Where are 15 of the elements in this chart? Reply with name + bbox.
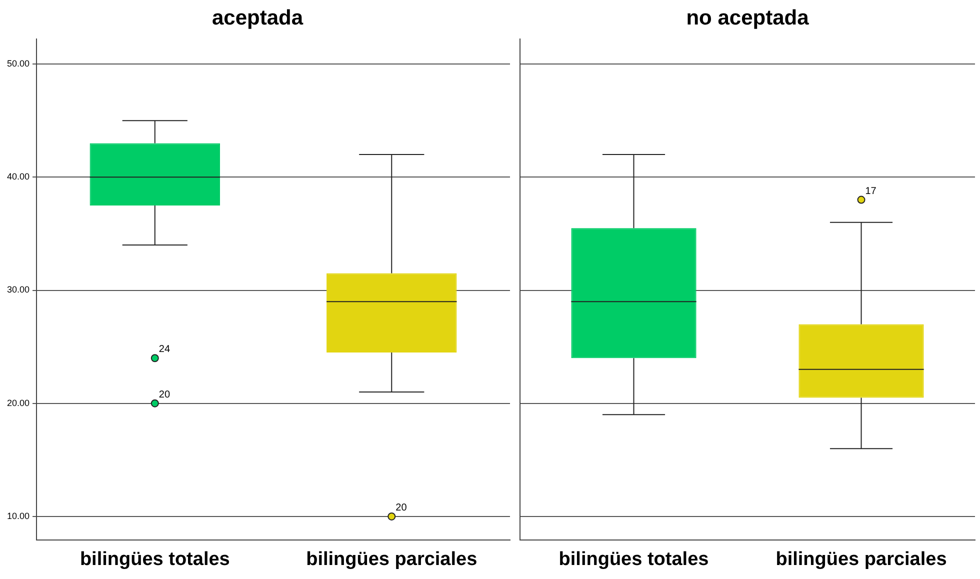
x-tick-label: bilingües totales	[558, 548, 709, 570]
annotation: 24	[158, 344, 170, 356]
x-tick-label: bilingües parciales	[776, 548, 947, 570]
y-tick-label: 40.00	[6, 172, 30, 182]
annotation: 20	[158, 389, 170, 400]
y-tick-label: 30.00	[6, 284, 30, 295]
chart-title: no aceptada	[686, 6, 810, 30]
y-tick-label: 10.00	[6, 510, 30, 521]
x-tick-label: bilingües totales	[80, 548, 230, 570]
annotation: 17	[865, 186, 877, 197]
annotation: 20	[396, 502, 408, 514]
y-tick-label: 20.00	[6, 398, 30, 408]
chart-title: aceptada	[212, 6, 304, 30]
y-tick-label: 50.00	[6, 58, 30, 69]
x-tick-label: bilingües parciales	[306, 548, 478, 570]
